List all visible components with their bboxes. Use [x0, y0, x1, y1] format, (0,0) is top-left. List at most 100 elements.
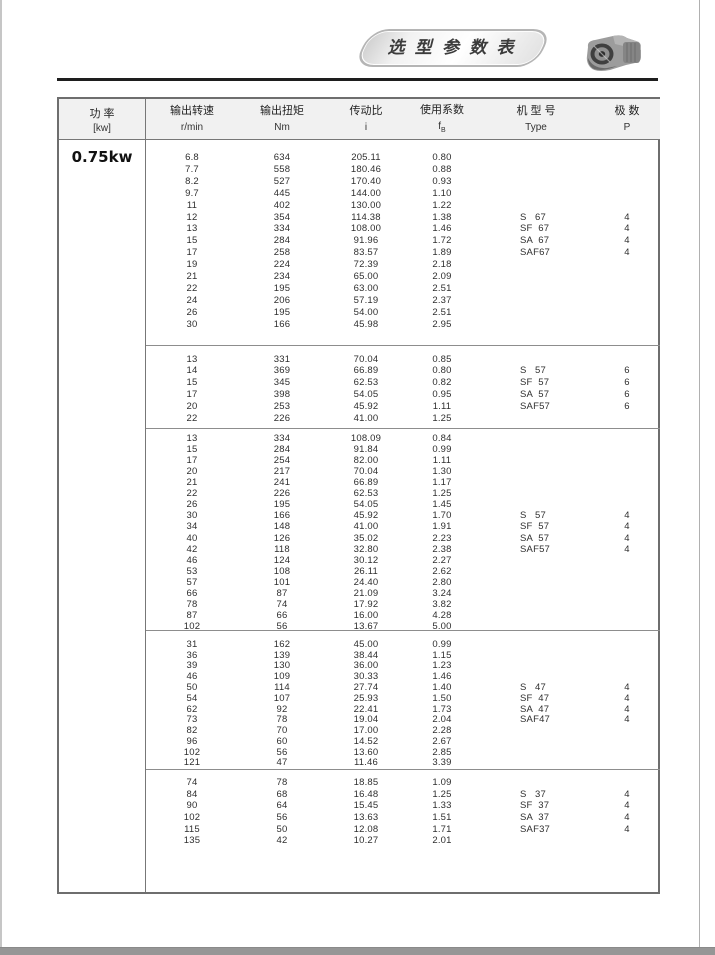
- torque-cell: 47: [276, 757, 288, 769]
- ratio-cell: 144.00: [350, 187, 382, 199]
- type-cell: [478, 259, 594, 271]
- service-factor-cell: 1.46: [432, 671, 452, 683]
- poles-cell: 4: [624, 811, 630, 823]
- rpm-cell: 87: [186, 609, 198, 621]
- table-row: 13 334 108.09 0.84: [146, 433, 660, 444]
- poles-cell: [594, 599, 660, 610]
- service-factor-cell: 2.01: [432, 835, 452, 847]
- service-factor-cell: 4.28: [432, 609, 452, 621]
- poles-cell: [594, 477, 660, 488]
- poles-cell: [594, 455, 660, 466]
- type-cell: [478, 748, 594, 759]
- service-factor-cell: 1.40: [432, 681, 452, 693]
- type-cell: [478, 307, 594, 319]
- service-factor-cell: 2.27: [432, 554, 452, 566]
- col-header-torque: 输出扭矩 Nm: [260, 105, 304, 133]
- torque-cell: 226: [273, 488, 291, 500]
- table-row: 22 226 62.53 1.25: [146, 488, 660, 499]
- rpm-cell: 57: [186, 576, 198, 588]
- rpm-cell: 102: [183, 620, 201, 630]
- ratio-cell: 17.92: [353, 598, 379, 610]
- service-factor-cell: 1.71: [432, 823, 452, 835]
- torque-cell: 114: [274, 681, 290, 693]
- ratio-cell: 57.19: [353, 294, 379, 306]
- service-factor-cell: 2.09: [432, 271, 452, 283]
- poles-cell: [594, 610, 660, 621]
- torque-cell: 217: [273, 466, 291, 478]
- rpm-cell: 30: [186, 510, 198, 522]
- service-factor-cell: 1.10: [432, 187, 452, 199]
- table-row: 20 217 70.04 1.30: [146, 466, 660, 477]
- torque-cell: 166: [273, 318, 291, 330]
- table-row: 121 47 11.46 3.39: [146, 757, 660, 769]
- torque-cell: 101: [273, 576, 291, 588]
- ratio-cell: 45.92: [353, 510, 379, 522]
- ratio-cell: 45.00: [353, 638, 379, 650]
- rpm-cell: 6.8: [185, 152, 199, 163]
- poles-cell: [594, 283, 660, 295]
- rpm-cell: 135: [183, 835, 201, 847]
- service-factor-cell: 1.73: [432, 703, 452, 715]
- table-row: 15 345 62.53 0.82 SF 57 6: [146, 377, 660, 389]
- service-factor-cell: 2.51: [432, 282, 452, 294]
- type-cell: [478, 444, 594, 455]
- table-row: 26 195 54.00 2.51: [146, 307, 660, 319]
- service-factor-cell: 1.45: [432, 499, 452, 511]
- rpm-cell: 90: [186, 800, 198, 812]
- table-row: 21 241 66.89 1.17: [146, 477, 660, 488]
- poles-cell: 6: [624, 400, 630, 412]
- torque-cell: 87: [276, 587, 288, 599]
- ratio-cell: 62.53: [353, 488, 379, 500]
- torque-cell: 331: [273, 353, 291, 365]
- power-rating: 0.75kw: [71, 148, 133, 166]
- table-row: 102 56 13.60 2.85: [146, 747, 660, 759]
- col-header-service-factor: 使用系数 fB: [420, 104, 464, 134]
- rpm-cell: 20: [186, 466, 198, 478]
- poles-cell: [594, 164, 660, 176]
- torque-cell: 241: [273, 477, 291, 489]
- ratio-cell: 54.00: [353, 306, 379, 318]
- poles-cell: [594, 354, 660, 366]
- power-header-unit: [kw]: [93, 122, 111, 134]
- poles-cell: [594, 640, 660, 651]
- rpm-cell: 21: [186, 477, 198, 489]
- page-right-edge: [699, 0, 700, 947]
- data-columns: 输出转速 r/min 输出扭矩 Nm 传动比 i 使用系数 fB 机 型 号: [146, 99, 660, 892]
- rpm-cell: 15: [186, 235, 198, 247]
- ratio-cell: 30.12: [353, 554, 379, 566]
- poles-cell: [594, 577, 660, 588]
- service-factor-cell: 0.95: [432, 389, 452, 401]
- type-cell: S 67: [520, 211, 547, 223]
- rpm-cell: 12: [186, 211, 198, 223]
- torque-cell: 398: [273, 389, 291, 401]
- ratio-cell: 72.39: [353, 259, 379, 271]
- service-factor-cell: 0.88: [432, 163, 452, 175]
- poles-cell: [594, 307, 660, 319]
- table-header-row: 输出转速 r/min 输出扭矩 Nm 传动比 i 使用系数 fB 机 型 号: [146, 99, 660, 140]
- poles-cell: [594, 444, 660, 455]
- type-cell: [478, 488, 594, 499]
- ratio-cell: 13.67: [353, 620, 379, 630]
- type-cell: SF 67: [520, 223, 550, 235]
- torque-cell: 254: [273, 455, 291, 467]
- poles-cell: 4: [624, 714, 630, 726]
- poles-cell: [594, 466, 660, 477]
- torque-cell: 109: [273, 671, 291, 683]
- torque-cell: 334: [273, 433, 291, 445]
- poles-cell: 4: [624, 510, 630, 522]
- type-cell: SA 67: [520, 235, 550, 247]
- rpm-cell: 11: [186, 199, 198, 211]
- type-cell: [478, 319, 594, 331]
- type-cell: [478, 726, 594, 737]
- torque-cell: 284: [273, 444, 291, 456]
- table-row: 42 118 32.80 2.38 SAF57 4: [146, 544, 660, 555]
- ratio-cell: 54.05: [353, 389, 379, 401]
- torque-cell: 68: [276, 788, 288, 800]
- type-cell: [478, 610, 594, 621]
- rpm-cell: 7.7: [185, 163, 199, 175]
- table-row: 34 148 41.00 1.91 SF 57 4: [146, 521, 660, 532]
- torque-cell: 56: [276, 811, 288, 823]
- poles-cell: [594, 176, 660, 188]
- table-row: 87 66 16.00 4.28: [146, 610, 660, 621]
- torque-cell: 148: [273, 521, 291, 533]
